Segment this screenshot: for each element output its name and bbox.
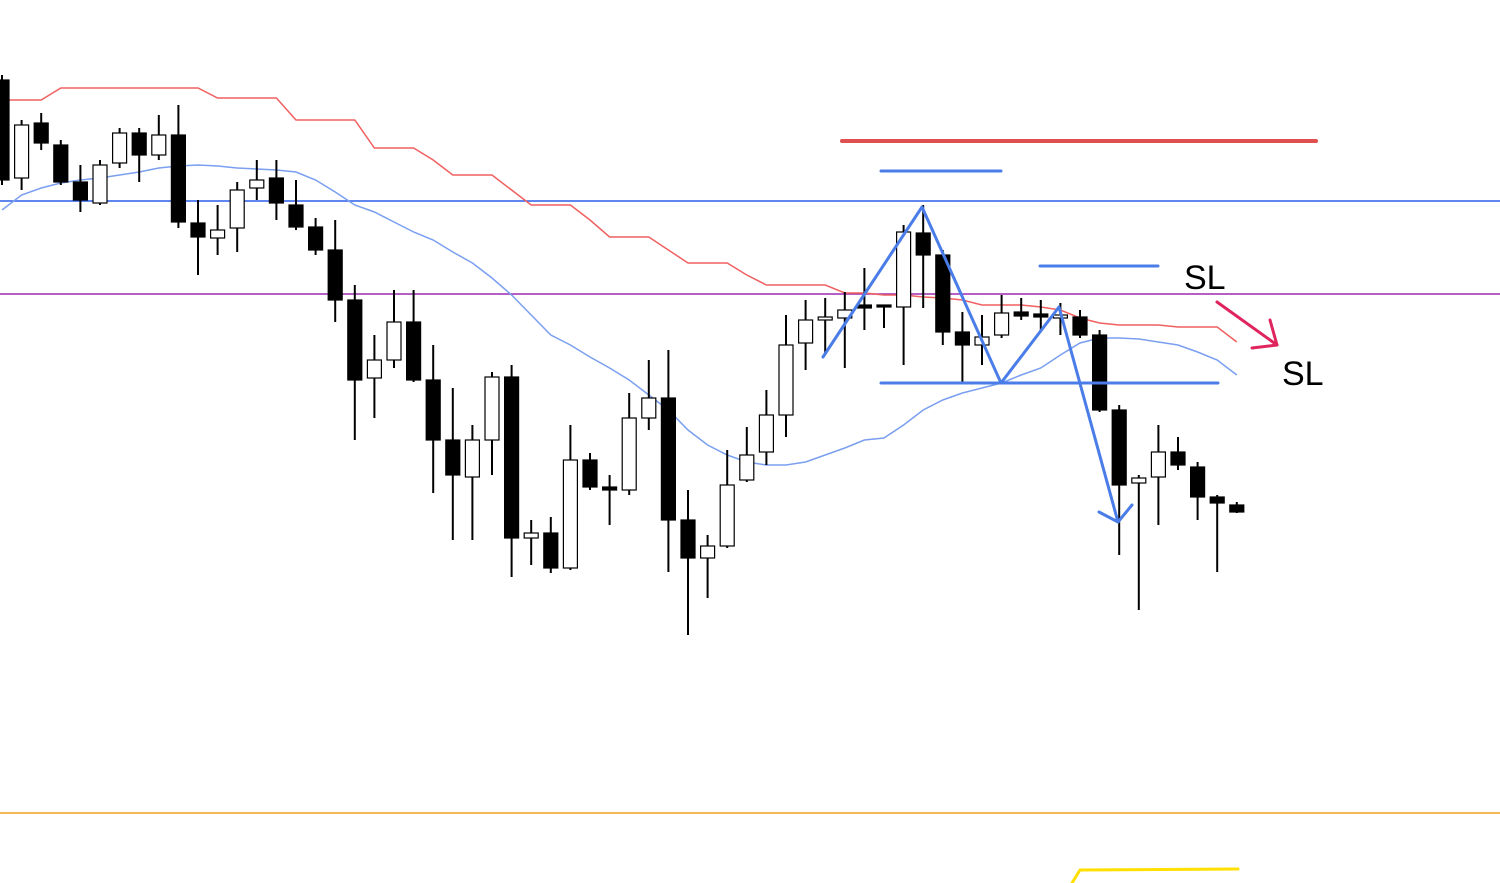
candle-body <box>1170 451 1186 466</box>
candle-body <box>210 229 226 239</box>
candle-body <box>739 454 755 481</box>
candle-body <box>92 164 108 204</box>
candle-body <box>308 226 324 251</box>
candle-body <box>641 397 657 419</box>
candle-body <box>72 181 89 201</box>
annotation: SL <box>1184 259 1226 297</box>
indicator-line <box>2 87 1238 343</box>
candle-body <box>1209 496 1225 504</box>
candle-body <box>856 304 873 309</box>
candle-body <box>1131 477 1147 484</box>
arrow-head <box>1097 503 1134 524</box>
candle-body <box>0 79 10 181</box>
candle-body <box>386 321 402 361</box>
candle-body <box>778 344 794 416</box>
candle-body <box>915 232 931 256</box>
candle-body <box>1150 451 1167 478</box>
candle-body <box>1091 334 1108 411</box>
annotation: SL <box>1282 355 1324 393</box>
candle-body <box>288 204 304 228</box>
drawn-line <box>1070 867 1240 883</box>
candle-body <box>366 359 382 379</box>
sl-arrow <box>1215 300 1279 347</box>
candle-body <box>797 319 814 344</box>
candle-body <box>719 484 735 547</box>
candle-body <box>170 134 186 223</box>
candle-body <box>954 331 971 346</box>
arrow-head <box>1250 318 1279 350</box>
candle-body <box>543 532 559 569</box>
candle-body <box>523 532 539 539</box>
candle-body <box>268 177 284 204</box>
candle-body <box>504 376 520 539</box>
candle-body <box>425 379 441 441</box>
candle-body <box>1189 466 1206 498</box>
candle-body <box>33 122 49 144</box>
zigzag-arrow <box>821 205 1120 524</box>
candle-body <box>249 179 265 189</box>
candle-body <box>895 231 912 308</box>
candle-body <box>53 144 69 183</box>
candle-body <box>131 132 147 156</box>
candle-body <box>229 189 245 229</box>
plot <box>0 75 1500 814</box>
candle-body <box>1013 311 1029 317</box>
indicator-line <box>1 164 1238 466</box>
candle-body <box>562 459 579 569</box>
candle-body <box>621 417 637 491</box>
candle-body <box>876 304 892 308</box>
candle-body <box>14 124 30 179</box>
candle-body <box>817 316 833 321</box>
candle-body <box>151 134 167 156</box>
candle-body <box>699 545 716 559</box>
candle-body <box>1111 409 1127 486</box>
candle-body <box>758 414 775 453</box>
drawings <box>821 139 1318 883</box>
candle-body <box>680 519 696 559</box>
candle-body <box>464 439 480 478</box>
candle-body <box>406 321 422 381</box>
candle-body <box>327 249 343 301</box>
candle-body <box>347 299 363 381</box>
candle-body <box>1033 313 1049 318</box>
candle-body <box>993 312 1010 336</box>
candle-body <box>111 132 128 164</box>
candle-body <box>582 459 598 488</box>
candle-body <box>1072 316 1088 336</box>
candle-body <box>484 376 500 441</box>
candle-body <box>445 439 461 476</box>
candle-body <box>1229 504 1245 513</box>
candle-body <box>601 486 618 491</box>
candle-body <box>660 397 677 521</box>
candle-body <box>190 222 206 238</box>
